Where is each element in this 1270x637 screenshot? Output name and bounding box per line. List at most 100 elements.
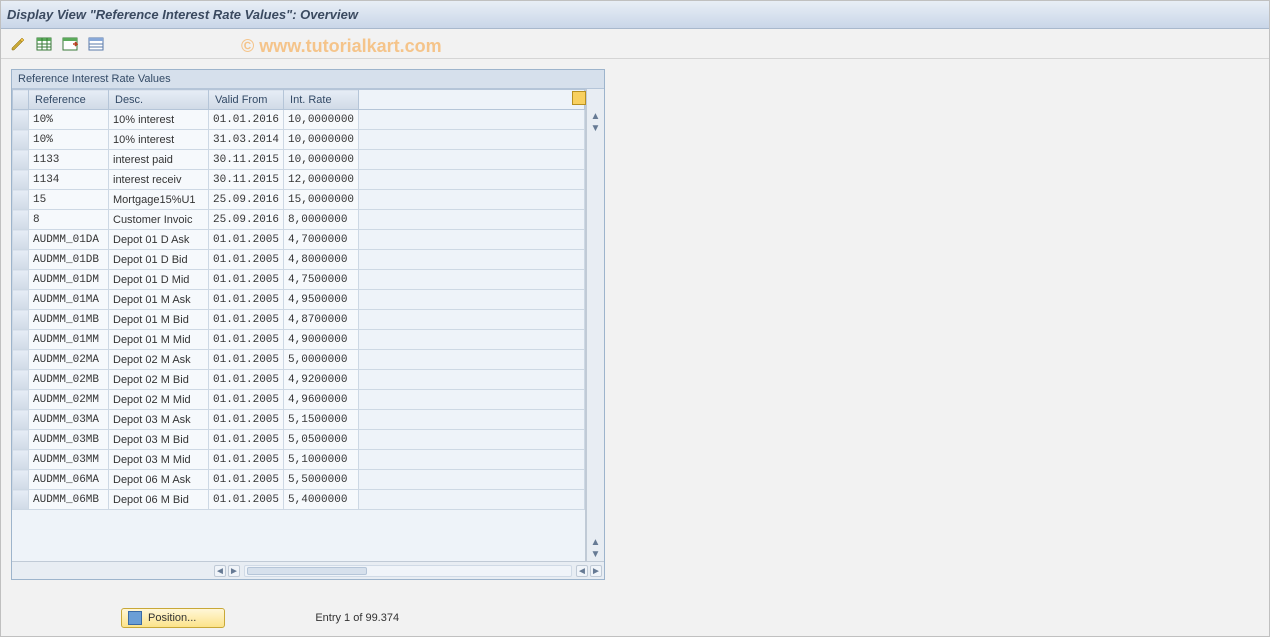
cell-int-rate[interactable]: 5,1500000 [284, 410, 359, 430]
cell-int-rate[interactable]: 4,8000000 [284, 250, 359, 270]
cell-int-rate[interactable]: 10,0000000 [284, 150, 359, 170]
table-row[interactable]: AUDMM_03MBDepot 03 M Bid01.01.20055,0500… [13, 430, 585, 450]
cell-valid-from[interactable]: 01.01.2005 [209, 370, 284, 390]
table-row[interactable]: AUDMM_03MMDepot 03 M Mid01.01.20055,1000… [13, 450, 585, 470]
scroll-left-icon[interactable]: ◄ [214, 565, 226, 577]
cell-desc[interactable]: Depot 02 M Bid [109, 370, 209, 390]
cell-int-rate[interactable]: 8,0000000 [284, 210, 359, 230]
cell-int-rate[interactable]: 5,0000000 [284, 350, 359, 370]
row-selector[interactable] [13, 470, 29, 490]
cell-reference[interactable]: AUDMM_03MA [29, 410, 109, 430]
row-selector[interactable] [13, 390, 29, 410]
cell-desc[interactable]: 10% interest [109, 130, 209, 150]
cell-desc[interactable]: 10% interest [109, 110, 209, 130]
change-icon[interactable] [9, 35, 27, 53]
table-view-icon[interactable] [35, 35, 53, 53]
cell-desc[interactable]: Depot 06 M Ask [109, 470, 209, 490]
row-selector[interactable] [13, 370, 29, 390]
cell-valid-from[interactable]: 25.09.2016 [209, 210, 284, 230]
cell-valid-from[interactable]: 25.09.2016 [209, 190, 284, 210]
cell-valid-from[interactable]: 01.01.2005 [209, 450, 284, 470]
cell-desc[interactable]: Depot 03 M Mid [109, 450, 209, 470]
row-selector[interactable] [13, 210, 29, 230]
select-all-header[interactable] [13, 90, 29, 110]
cell-reference[interactable]: AUDMM_01DA [29, 230, 109, 250]
row-selector[interactable] [13, 190, 29, 210]
row-selector[interactable] [13, 270, 29, 290]
table-row[interactable]: AUDMM_01DADepot 01 D Ask01.01.20054,7000… [13, 230, 585, 250]
cell-desc[interactable]: interest paid [109, 150, 209, 170]
cell-desc[interactable]: Depot 01 M Mid [109, 330, 209, 350]
row-selector[interactable] [13, 330, 29, 350]
cell-valid-from[interactable]: 01.01.2005 [209, 350, 284, 370]
row-selector[interactable] [13, 230, 29, 250]
cell-valid-from[interactable]: 01.01.2005 [209, 490, 284, 510]
row-selector[interactable] [13, 110, 29, 130]
table-row[interactable]: 10%10% interest01.01.201610,0000000 [13, 110, 585, 130]
cell-reference[interactable]: 1134 [29, 170, 109, 190]
table-row[interactable]: AUDMM_02MBDepot 02 M Bid01.01.20054,9200… [13, 370, 585, 390]
table-row[interactable]: AUDMM_02MADepot 02 M Ask01.01.20055,0000… [13, 350, 585, 370]
cell-valid-from[interactable]: 01.01.2005 [209, 290, 284, 310]
table-row[interactable]: AUDMM_06MBDepot 06 M Bid01.01.20055,4000… [13, 490, 585, 510]
col-desc[interactable]: Desc. [109, 90, 209, 110]
row-selector[interactable] [13, 350, 29, 370]
table-row[interactable]: AUDMM_01MADepot 01 M Ask01.01.20054,9500… [13, 290, 585, 310]
scroll-up2-icon[interactable]: ▲ [590, 537, 602, 549]
cell-reference[interactable]: AUDMM_03MM [29, 450, 109, 470]
scroll-down2-icon[interactable]: ▼ [590, 549, 602, 561]
cell-reference[interactable]: AUDMM_02MA [29, 350, 109, 370]
cell-desc[interactable]: Depot 01 M Ask [109, 290, 209, 310]
row-selector[interactable] [13, 150, 29, 170]
cell-reference[interactable]: AUDMM_01DB [29, 250, 109, 270]
table-row[interactable]: AUDMM_03MADepot 03 M Ask01.01.20055,1500… [13, 410, 585, 430]
scroll-right-icon[interactable]: ► [228, 565, 240, 577]
cell-int-rate[interactable]: 10,0000000 [284, 110, 359, 130]
cell-desc[interactable]: Mortgage15%U1 [109, 190, 209, 210]
cell-int-rate[interactable]: 4,9200000 [284, 370, 359, 390]
table-row[interactable]: 15Mortgage15%U125.09.201615,0000000 [13, 190, 585, 210]
cell-reference[interactable]: AUDMM_06MA [29, 470, 109, 490]
scroll-left2-icon[interactable]: ◄ [576, 565, 588, 577]
cell-int-rate[interactable]: 4,9600000 [284, 390, 359, 410]
cell-desc[interactable]: Depot 03 M Bid [109, 430, 209, 450]
table-settings-icon[interactable] [572, 91, 586, 105]
cell-valid-from[interactable]: 01.01.2005 [209, 330, 284, 350]
table-row[interactable]: 10%10% interest31.03.201410,0000000 [13, 130, 585, 150]
row-selector[interactable] [13, 450, 29, 470]
cell-valid-from[interactable]: 01.01.2005 [209, 270, 284, 290]
cell-reference[interactable]: AUDMM_02MM [29, 390, 109, 410]
cell-desc[interactable]: Depot 06 M Bid [109, 490, 209, 510]
hscroll-track[interactable] [244, 565, 572, 577]
print-icon[interactable] [87, 35, 105, 53]
cell-reference[interactable]: 8 [29, 210, 109, 230]
cell-int-rate[interactable]: 4,7000000 [284, 230, 359, 250]
col-int-rate[interactable]: Int. Rate [284, 90, 359, 110]
cell-desc[interactable]: Depot 02 M Ask [109, 350, 209, 370]
table-row[interactable]: 1134interest receiv30.11.201512,0000000 [13, 170, 585, 190]
position-button[interactable]: Position... [121, 608, 225, 628]
scroll-down-icon[interactable]: ▼ [590, 123, 602, 135]
vertical-scrollbar[interactable]: ▲ ▼ ▲ ▼ [586, 89, 604, 561]
cell-valid-from[interactable]: 01.01.2005 [209, 310, 284, 330]
cell-desc[interactable]: Depot 01 D Ask [109, 230, 209, 250]
table-row[interactable]: AUDMM_01DBDepot 01 D Bid01.01.20054,8000… [13, 250, 585, 270]
row-selector[interactable] [13, 250, 29, 270]
cell-int-rate[interactable]: 5,4000000 [284, 490, 359, 510]
cell-reference[interactable]: AUDMM_01MM [29, 330, 109, 350]
cell-valid-from[interactable]: 01.01.2005 [209, 390, 284, 410]
cell-int-rate[interactable]: 5,0500000 [284, 430, 359, 450]
cell-valid-from[interactable]: 30.11.2015 [209, 150, 284, 170]
scroll-up-icon[interactable]: ▲ [590, 111, 602, 123]
row-selector[interactable] [13, 310, 29, 330]
cell-int-rate[interactable]: 5,5000000 [284, 470, 359, 490]
row-selector[interactable] [13, 290, 29, 310]
col-reference[interactable]: Reference [29, 90, 109, 110]
table-row[interactable]: AUDMM_01MMDepot 01 M Mid01.01.20054,9000… [13, 330, 585, 350]
cell-int-rate[interactable]: 12,0000000 [284, 170, 359, 190]
cell-valid-from[interactable]: 31.03.2014 [209, 130, 284, 150]
cell-valid-from[interactable]: 01.01.2005 [209, 410, 284, 430]
cell-reference[interactable]: AUDMM_02MB [29, 370, 109, 390]
table-row[interactable]: AUDMM_06MADepot 06 M Ask01.01.20055,5000… [13, 470, 585, 490]
cell-reference[interactable]: 15 [29, 190, 109, 210]
